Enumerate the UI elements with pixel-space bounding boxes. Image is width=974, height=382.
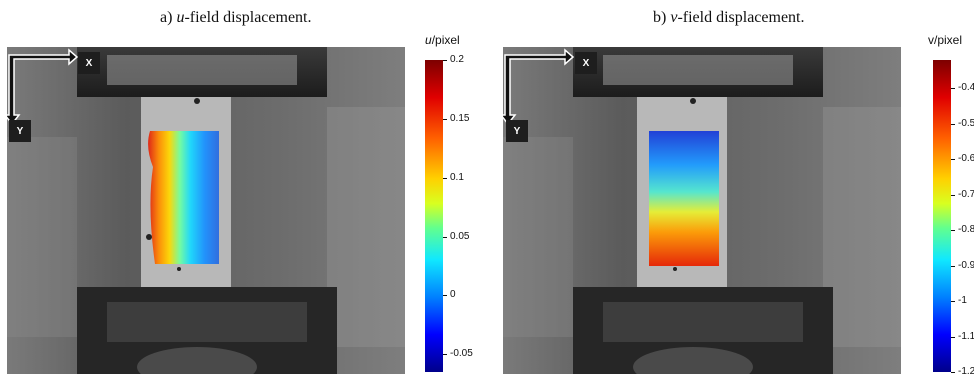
colorbar-v-tick: -1 <box>951 295 967 307</box>
colorbar-v <box>933 60 951 372</box>
colorbar-u-tick: -0.05 <box>443 348 473 360</box>
colorbar-v-tick: -0.5 <box>950 117 974 129</box>
colorbar-v-tick: -1.2 <box>950 366 974 377</box>
colorbar-u-tick: 0.2 <box>443 54 464 65</box>
colorbar-v-tick: -1.1 <box>950 330 974 342</box>
colorbar-u-tick: 0 <box>443 289 456 301</box>
colorbar-title-a: u/pixel <box>425 33 460 47</box>
caption-a: a) u-field displacement. <box>160 9 312 26</box>
colorbar-v-tick: -0.8 <box>950 224 974 236</box>
x-axis-tag-a: X <box>78 52 100 74</box>
colorbar-v-tick: -0.7 <box>950 188 974 200</box>
y-axis-tag-b: Y <box>506 120 528 142</box>
colorbar-u-tick: 0.15 <box>442 112 470 124</box>
caption-b: b) v-field displacement. <box>653 9 805 26</box>
colorbar-v-tick: -0.9 <box>950 259 974 271</box>
colorbar-v-tick: -0.4 <box>950 82 974 94</box>
colorbar-v-tick: -0.6 <box>950 153 974 165</box>
photo-v-field <box>503 47 901 374</box>
x-axis-tag-b: X <box>575 52 597 74</box>
colorbar-u <box>425 60 443 372</box>
colorbar-title-b: v/pixel <box>928 33 963 47</box>
y-axis-tag-a: Y <box>9 120 31 142</box>
photo-u-field <box>7 47 405 374</box>
colorbar-u-tick: 0.05 <box>442 230 470 242</box>
colorbar-u-tick: 0.1 <box>443 171 464 183</box>
